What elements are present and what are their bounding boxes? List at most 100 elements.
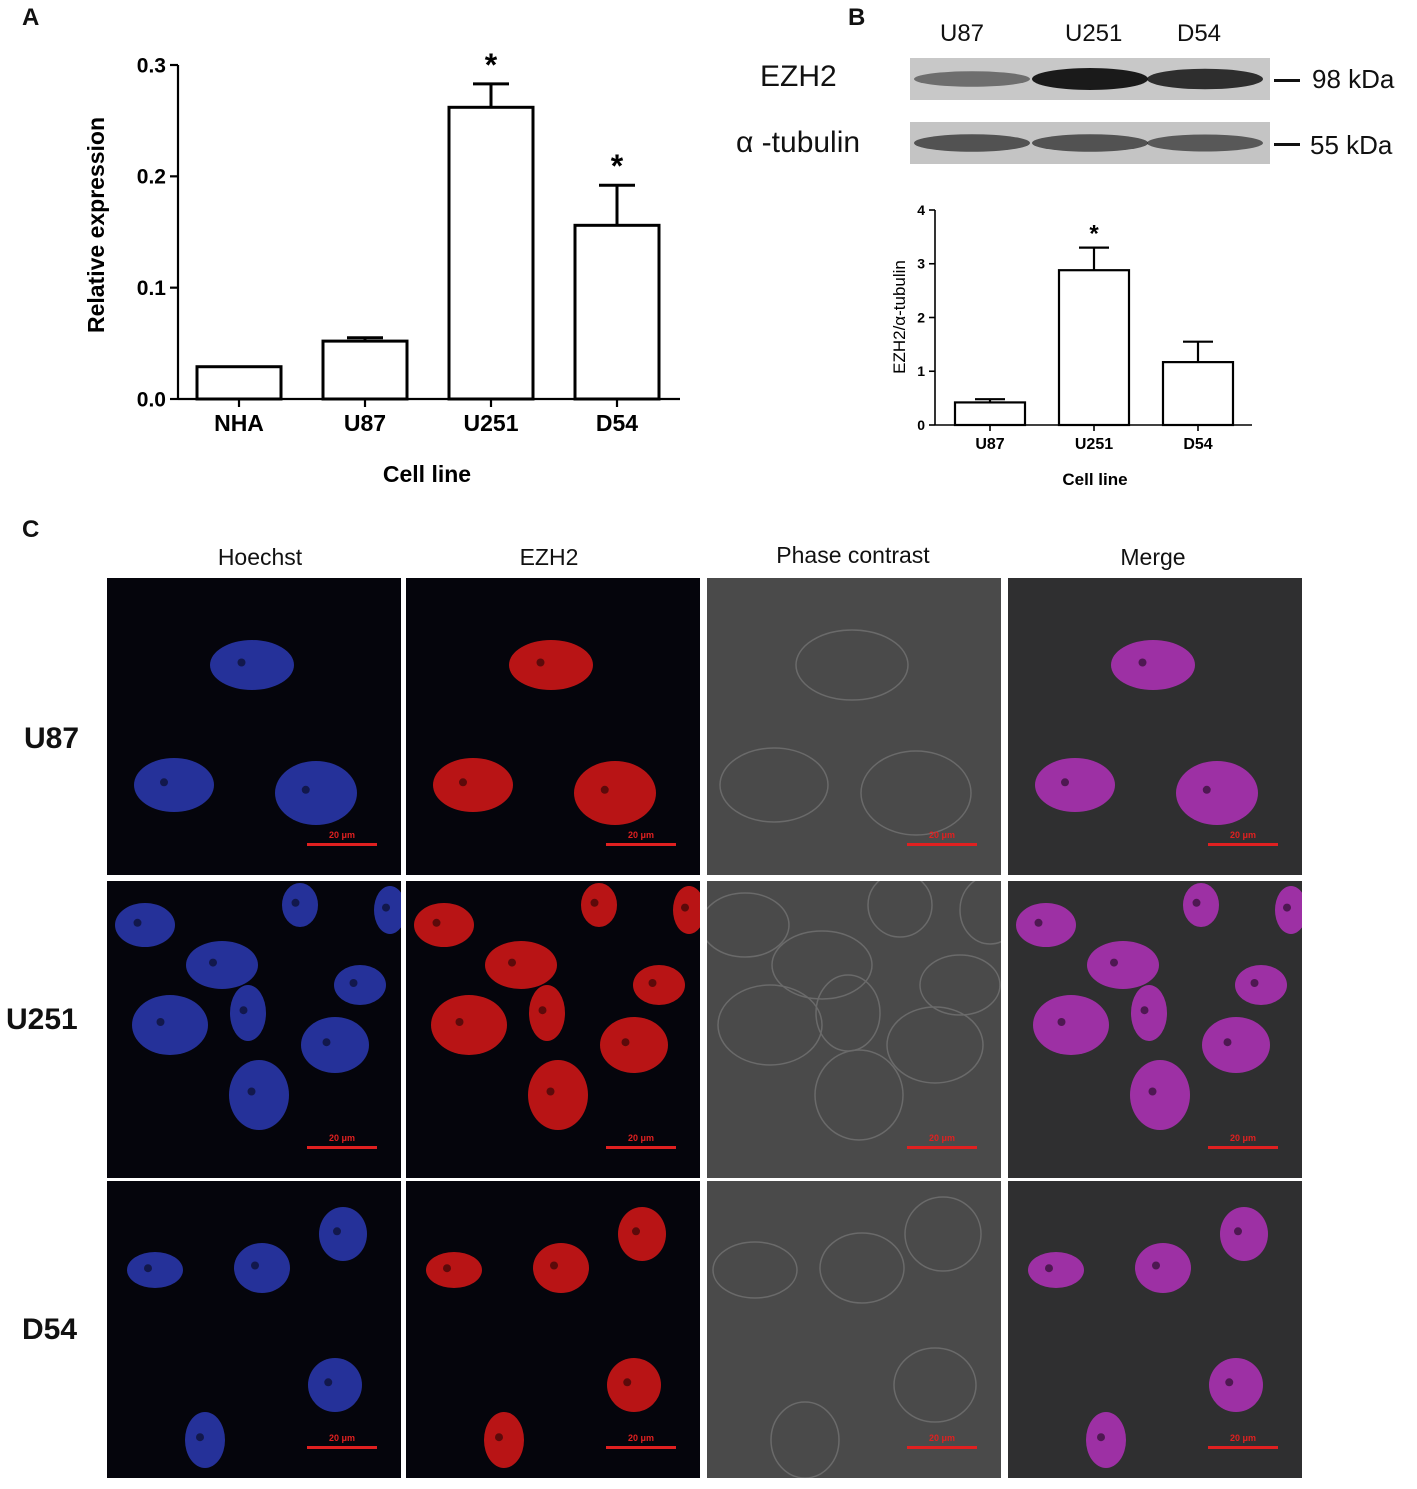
micrograph-canvas: 20 μm	[406, 1181, 700, 1478]
nucleolus	[237, 658, 246, 667]
merge-phase-overlay	[1008, 881, 1302, 1178]
cell-outline	[770, 1401, 840, 1478]
y-tick-label: 0.0	[137, 388, 166, 411]
y-tick-label: 3	[917, 256, 925, 272]
micrograph-canvas: 20 μm	[406, 578, 700, 875]
nucleus	[1016, 903, 1076, 947]
row-label-u87: U87	[24, 722, 80, 755]
nucleus	[528, 1060, 588, 1130]
nucleus	[1183, 883, 1219, 927]
row-label-d54: D54	[22, 1313, 78, 1346]
cell-outline	[712, 1241, 798, 1299]
bar-u87	[953, 401, 1027, 427]
nucleus	[1086, 1412, 1126, 1468]
scale-bar	[1208, 1446, 1278, 1449]
scale-bar-label: 20 μm	[929, 1133, 955, 1143]
nucleus	[1111, 640, 1195, 690]
nucleolus	[1045, 1264, 1053, 1273]
nucleolus	[621, 1038, 630, 1047]
band-ezh2-u251	[1032, 68, 1148, 90]
y-tick-label: 4	[917, 202, 925, 218]
scale-bar	[307, 843, 377, 846]
nucleolus	[333, 1227, 341, 1236]
panel-label-c: C	[22, 516, 40, 543]
bar-u251	[1057, 269, 1131, 427]
blot-lane-label-u251: U251	[1065, 20, 1123, 47]
nucleolus	[144, 1264, 152, 1273]
panel-label-b: B	[848, 4, 866, 31]
nucleolus	[1140, 1006, 1149, 1015]
nucleus	[127, 1252, 183, 1288]
nucleus	[426, 1252, 482, 1288]
merge-phase-overlay	[1008, 578, 1302, 875]
nucleolus	[324, 1378, 333, 1387]
row-label-u251: U251	[6, 1003, 78, 1036]
bar-nha	[195, 365, 283, 401]
scale-bar	[606, 1146, 676, 1149]
nucleolus	[1283, 903, 1291, 912]
micrograph-canvas: 20 μm	[1008, 1181, 1302, 1478]
bar-d54	[1161, 361, 1235, 427]
nucleus	[1135, 1243, 1191, 1293]
scale-bar-label: 20 μm	[329, 1433, 355, 1443]
nucleolus	[1097, 1433, 1105, 1442]
nucleus	[230, 985, 266, 1041]
significance-star-d54: *	[611, 148, 624, 184]
bar-chart-relative-expression: 0.0 0.1 0.2 0.3 NHA U87 * U251 * D54 Cell line Rela…	[83, 47, 680, 487]
nucleolus	[1223, 1038, 1232, 1047]
scale-bar	[606, 843, 676, 846]
micrograph-background	[107, 1181, 401, 1478]
cell-outline	[707, 892, 790, 958]
nucleolus	[247, 1087, 256, 1096]
cell-outline	[886, 1006, 984, 1084]
nucleolus	[209, 958, 217, 967]
x-axis-title: Cell line	[1062, 470, 1127, 489]
nucleus	[115, 903, 175, 947]
merge-phase-overlay	[1008, 1181, 1302, 1478]
nucleolus	[1250, 979, 1259, 987]
nucleus	[607, 1358, 661, 1412]
blot-membrane	[910, 58, 1270, 164]
nucleolus	[1061, 778, 1069, 787]
y-tick-label: 0.2	[137, 166, 166, 189]
micrograph-u87-ezh2: 20 μm	[406, 578, 700, 875]
nucleolus	[538, 1006, 547, 1015]
micrograph-canvas: 20 μm	[707, 578, 1001, 875]
micrograph-canvas: 20 μm	[107, 881, 401, 1178]
nucleus	[581, 883, 617, 927]
micrograph-background	[406, 578, 700, 875]
micrograph-u251-hoechst: 20 μm	[107, 881, 401, 1178]
significance-star-u251: *	[1089, 221, 1099, 248]
band--tubulin-u87	[914, 134, 1030, 152]
nucleus	[134, 758, 214, 812]
scale-bar	[606, 1446, 676, 1449]
cell-outline	[719, 747, 829, 823]
y-tick-label: 2	[917, 309, 925, 325]
nucleus	[1209, 1358, 1263, 1412]
nucleus	[319, 1207, 367, 1261]
nucleolus	[1225, 1378, 1234, 1387]
nucleus	[334, 965, 386, 1005]
micrograph-background	[406, 881, 700, 1178]
nucleus	[185, 1412, 225, 1468]
micrograph-background	[707, 578, 1001, 875]
nucleolus	[239, 1006, 248, 1015]
scale-bar-label: 20 μm	[628, 830, 654, 840]
band--tubulin-d54	[1147, 134, 1263, 152]
nucleolus	[1057, 1018, 1066, 1026]
nucleus	[529, 985, 565, 1041]
nucleolus	[251, 1261, 259, 1270]
cell-outline	[904, 1196, 982, 1272]
micrograph-background	[707, 1181, 1001, 1478]
nucleus	[1130, 1060, 1190, 1130]
cell-outline	[815, 974, 881, 1052]
blot-lane-label-u87: U87	[940, 20, 985, 47]
nucleolus	[382, 903, 390, 912]
nucleolus	[550, 1261, 558, 1270]
nucleolus	[1148, 1087, 1157, 1096]
nucleolus	[536, 658, 545, 667]
significance-star-u251: *	[485, 47, 498, 83]
nucleus	[414, 903, 474, 947]
y-tick-label: 0.3	[137, 54, 166, 77]
cell-outline	[795, 629, 909, 701]
